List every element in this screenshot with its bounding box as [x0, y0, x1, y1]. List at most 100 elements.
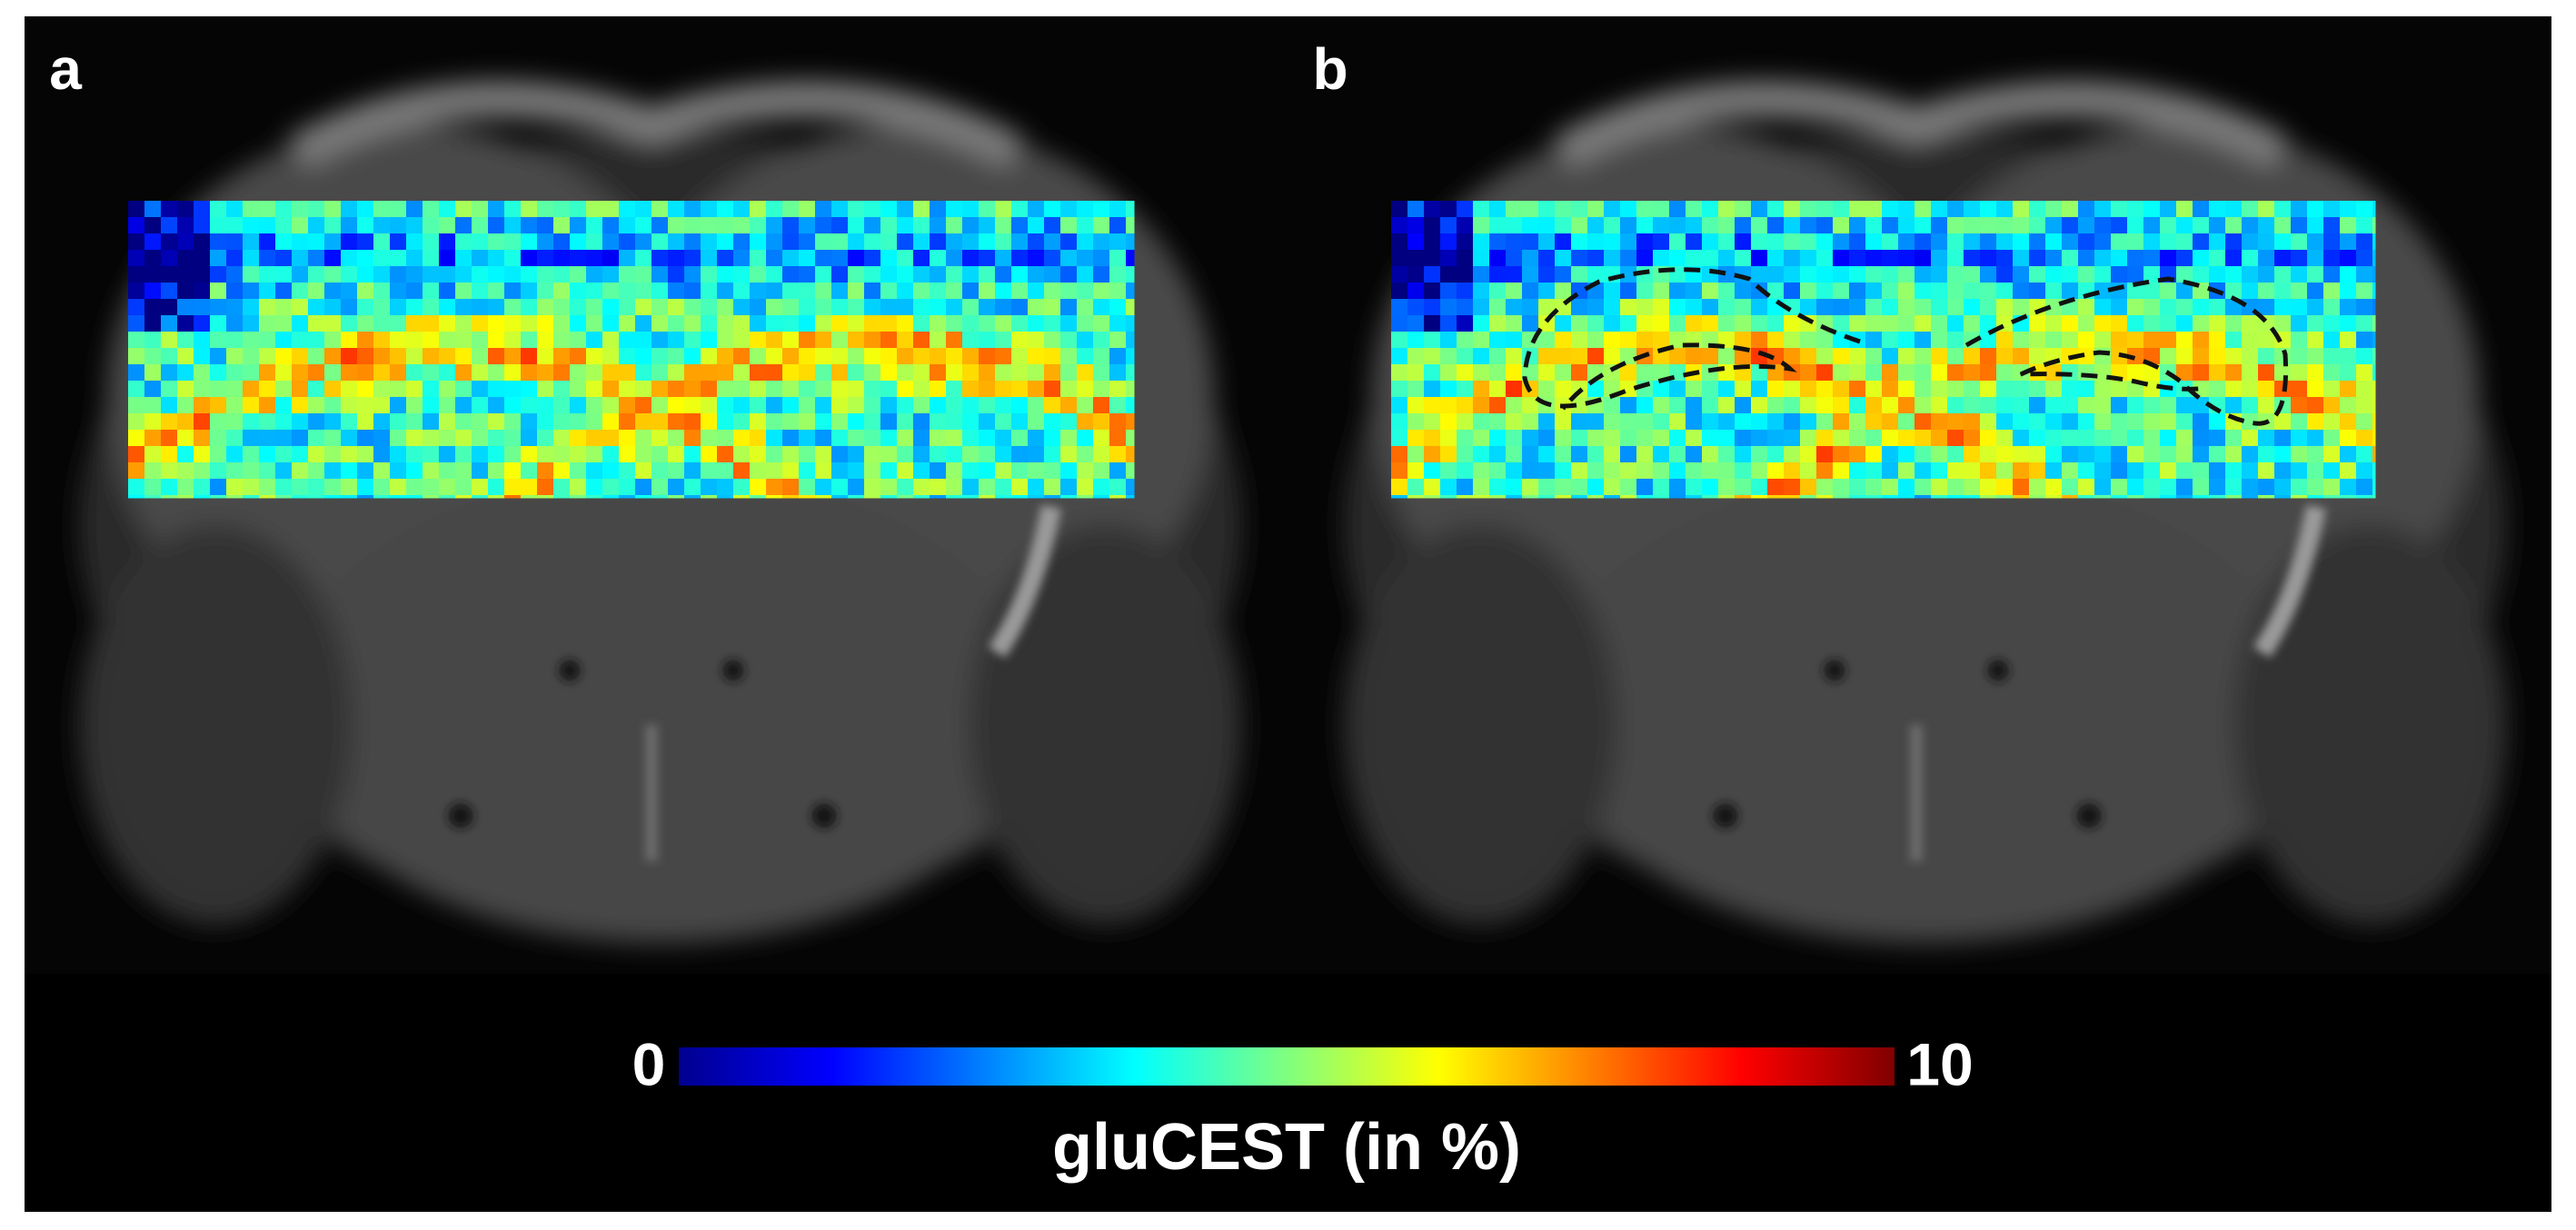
- map-pixel: [1126, 462, 1135, 480]
- map-pixel: [1800, 332, 1817, 349]
- map-pixel: [586, 250, 603, 267]
- map-pixel: [357, 364, 374, 382]
- map-pixel: [1653, 201, 1670, 218]
- map-pixel: [1060, 364, 1078, 382]
- map-pixel: [259, 462, 276, 480]
- map-pixel: [1093, 283, 1110, 300]
- map-pixel: [2242, 495, 2259, 499]
- map-pixel: [1587, 266, 1605, 283]
- map-pixel: [1882, 250, 1899, 267]
- map-pixel: [782, 479, 800, 496]
- map-pixel: [1093, 381, 1110, 398]
- map-pixel: [553, 381, 571, 398]
- map-pixel: [733, 430, 751, 447]
- map-pixel: [2323, 495, 2341, 499]
- map-pixel: [1718, 479, 1736, 496]
- map-pixel: [2291, 332, 2308, 349]
- map-pixel: [1931, 233, 1948, 251]
- map-pixel: [1767, 397, 1785, 414]
- map-pixel: [243, 250, 260, 267]
- map-pixel: [1391, 462, 1408, 480]
- map-pixel: [341, 364, 358, 382]
- map-pixel: [1669, 201, 1686, 218]
- map-pixel: [423, 381, 440, 398]
- map-pixel: [619, 315, 636, 332]
- map-pixel: [1800, 201, 1817, 218]
- map-pixel: [2045, 283, 2063, 300]
- map-pixel: [1849, 217, 1866, 234]
- map-pixel: [1538, 332, 1556, 349]
- map-pixel: [1506, 495, 1523, 499]
- map-pixel: [1947, 479, 1964, 496]
- map-pixel: [2274, 217, 2292, 234]
- map-pixel: [1407, 446, 1425, 463]
- map-pixel: [1489, 332, 1507, 349]
- map-pixel: [373, 495, 391, 499]
- map-pixel: [864, 250, 881, 267]
- map-pixel: [1077, 348, 1094, 365]
- map-pixel: [570, 397, 587, 414]
- map-pixel: [1849, 462, 1866, 480]
- map-pixel: [439, 217, 456, 234]
- map-pixel: [1060, 201, 1078, 218]
- map-pixel: [1506, 217, 1523, 234]
- map-pixel: [2242, 462, 2259, 480]
- map-pixel: [1702, 462, 1719, 480]
- map-pixel: [1440, 462, 1457, 480]
- map-pixel: [733, 495, 751, 499]
- map-pixel: [1407, 381, 1425, 398]
- map-pixel: [553, 299, 571, 316]
- map-pixel: [2372, 413, 2376, 431]
- map-pixel: [1571, 299, 1588, 316]
- map-pixel: [1751, 381, 1768, 398]
- map-pixel: [1718, 233, 1736, 251]
- map-pixel: [1882, 201, 1899, 218]
- map-pixel: [1980, 364, 1997, 382]
- map-pixel: [455, 462, 472, 480]
- map-pixel: [1522, 250, 1539, 267]
- map-pixel: [864, 446, 881, 463]
- map-pixel: [2176, 233, 2193, 251]
- map-pixel: [2094, 233, 2112, 251]
- map-pixel: [1457, 397, 1474, 414]
- map-pixel: [537, 266, 554, 283]
- map-pixel: [243, 233, 260, 251]
- map-pixel: [766, 348, 783, 365]
- map-pixel: [946, 299, 963, 316]
- map-pixel: [1407, 299, 1425, 316]
- map-pixel: [1718, 462, 1736, 480]
- map-pixel: [602, 495, 620, 499]
- map-pixel: [128, 348, 145, 365]
- map-pixel: [2258, 201, 2275, 218]
- map-pixel: [602, 413, 620, 431]
- map-pixel: [2094, 283, 2112, 300]
- map-pixel: [439, 430, 456, 447]
- map-pixel: [1407, 397, 1425, 414]
- map-pixel: [537, 299, 554, 316]
- map-pixel: [259, 381, 276, 398]
- map-pixel: [2029, 217, 2046, 234]
- map-pixel: [1882, 283, 1899, 300]
- map-pixel: [1816, 413, 1834, 431]
- map-pixel: [995, 266, 1012, 283]
- map-pixel: [1767, 299, 1785, 316]
- map-pixel: [2258, 266, 2275, 283]
- map-pixel: [2176, 283, 2193, 300]
- map-pixel: [1735, 397, 1752, 414]
- map-pixel: [1784, 495, 1801, 499]
- map-pixel: [766, 315, 783, 332]
- map-pixel: [1109, 479, 1127, 496]
- map-pixel: [668, 381, 685, 398]
- map-pixel: [488, 397, 505, 414]
- map-pixel: [1424, 446, 1441, 463]
- map-pixel: [1849, 299, 1866, 316]
- map-pixel: [2225, 201, 2243, 218]
- map-pixel: [2291, 233, 2308, 251]
- map-pixel: [1833, 250, 1850, 267]
- map-pixel: [1996, 364, 2014, 382]
- map-pixel: [1833, 348, 1850, 365]
- colorbar-max-label: 10: [1906, 1030, 1973, 1097]
- map-pixel: [897, 315, 914, 332]
- map-pixel: [2094, 495, 2112, 499]
- map-pixel: [1653, 413, 1670, 431]
